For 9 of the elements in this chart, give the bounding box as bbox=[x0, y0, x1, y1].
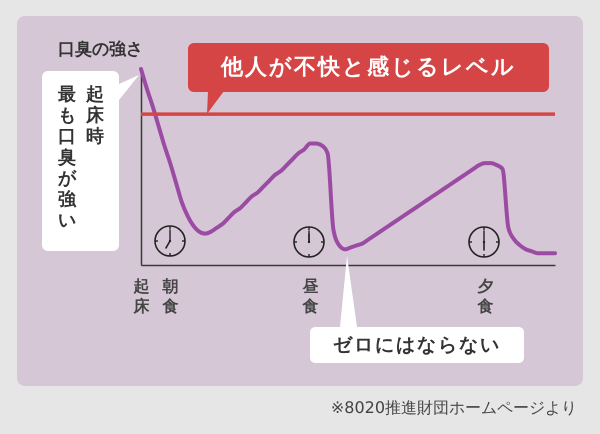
text: ※8020推進財団ホームページより bbox=[330, 398, 577, 417]
x-tick-label: 朝食 bbox=[162, 276, 179, 316]
y-axis-title: 口臭の強さ bbox=[58, 40, 143, 60]
x-tick-label: 起床 bbox=[132, 276, 150, 316]
ref-line-label: 他人が不快と感じるレベル bbox=[221, 55, 516, 80]
x-tick-label: 夕食 bbox=[476, 276, 494, 316]
label-box: 他人が不快と感じるレベル bbox=[188, 43, 549, 92]
x-tick-label: 昼食 bbox=[302, 276, 319, 316]
callout-box: 起床時 最も口臭が強い bbox=[42, 71, 119, 251]
